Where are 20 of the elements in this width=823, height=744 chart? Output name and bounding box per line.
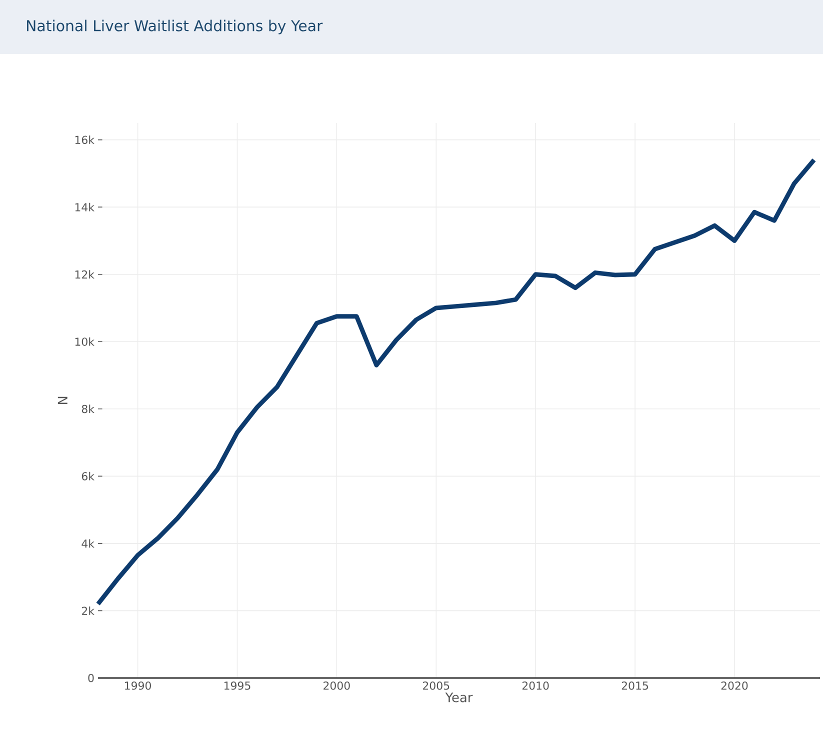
y-tick-label: 16k <box>75 136 94 144</box>
y-tick-label: 2k <box>82 606 94 615</box>
x-tick-label: 1995 <box>224 682 250 690</box>
x-axis-title: Year <box>445 692 473 702</box>
x-tick-label: 2015 <box>622 682 648 690</box>
x-tick-label: 2000 <box>324 682 350 690</box>
x-tick-label: 2010 <box>522 682 549 690</box>
y-tick-label: 12k <box>75 270 94 279</box>
x-tick-label: 2005 <box>422 682 450 690</box>
y-tick-label: 8k <box>82 404 94 414</box>
y-tick-label: 4k <box>82 539 94 548</box>
x-tick-label: 1990 <box>125 682 151 690</box>
y-tick-label: 0 <box>88 674 94 682</box>
y-axis-title: N <box>58 396 68 404</box>
y-tick-label: 6k <box>82 472 94 480</box>
line-series <box>96 158 816 606</box>
chart-title: National Liver Waitlist Additions by Year <box>26 20 323 34</box>
y-tick-label: 14k <box>75 202 94 212</box>
y-tick-label: 10k <box>75 337 94 346</box>
x-tick-label: 2020 <box>721 682 748 690</box>
